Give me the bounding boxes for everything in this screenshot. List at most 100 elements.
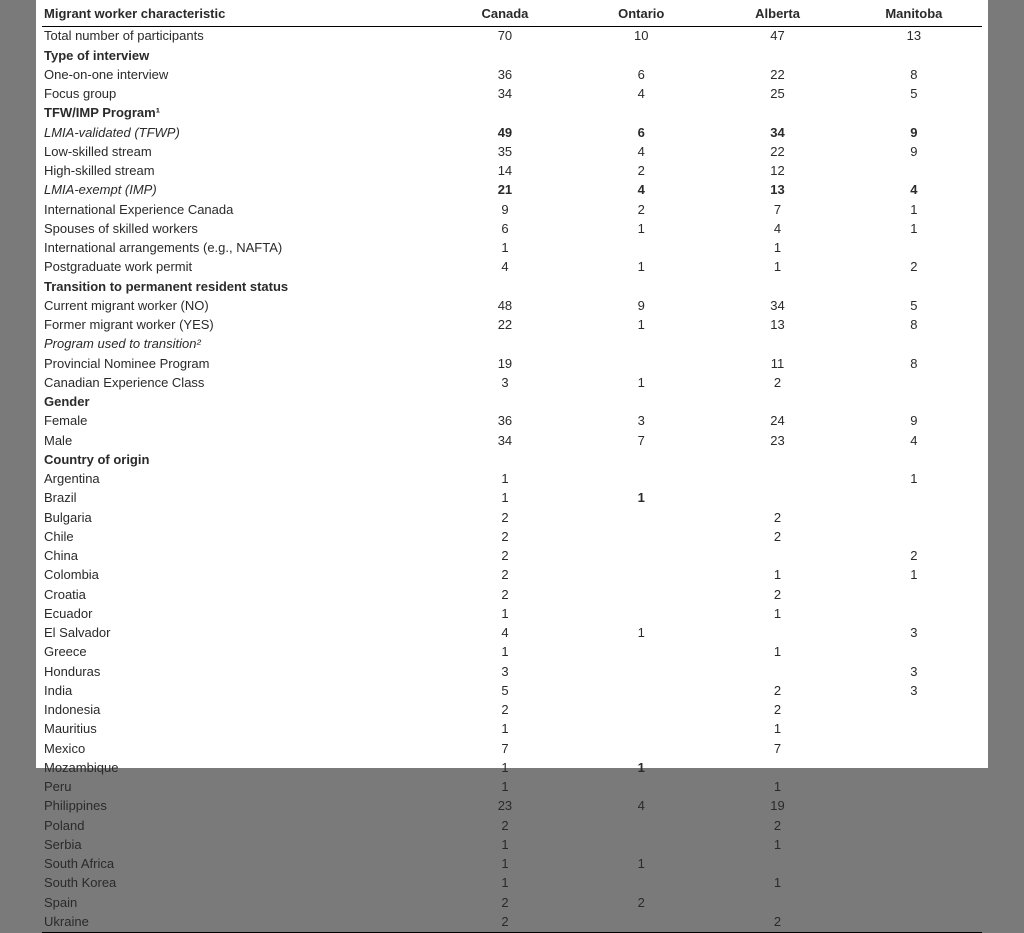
cell: 1 [709, 604, 845, 623]
cell: 1 [709, 258, 845, 277]
table-row: Postgraduate work permit4112 [42, 258, 982, 277]
cell [846, 835, 982, 854]
row-label: Type of interview [42, 46, 437, 65]
table-row: South Africa11 [42, 855, 982, 874]
cell [846, 604, 982, 623]
cell [846, 816, 982, 835]
cell: 24 [709, 412, 845, 431]
cell: 3 [573, 412, 709, 431]
table-row: High-skilled stream14212 [42, 162, 982, 181]
col-header-alberta: Alberta [709, 4, 845, 26]
cell [846, 46, 982, 65]
row-label: Ukraine [42, 912, 437, 932]
cell: 9 [846, 142, 982, 161]
cell [846, 373, 982, 392]
cell: 1 [573, 489, 709, 508]
cell [709, 662, 845, 681]
cell: 1 [437, 778, 573, 797]
cell: 2 [437, 527, 573, 546]
cell: 1 [709, 874, 845, 893]
col-header-manitoba: Manitoba [846, 4, 982, 26]
cell: 9 [846, 123, 982, 142]
cell [573, 643, 709, 662]
row-label: South Korea [42, 874, 437, 893]
cell: 2 [573, 200, 709, 219]
cell: 70 [437, 26, 573, 46]
row-label: Mexico [42, 739, 437, 758]
cell [709, 393, 845, 412]
row-label: Postgraduate work permit [42, 258, 437, 277]
cell [709, 450, 845, 469]
cell [573, 874, 709, 893]
row-label: International Experience Canada [42, 200, 437, 219]
cell: 1 [709, 835, 845, 854]
cell: 2 [709, 527, 845, 546]
table-row: Male347234 [42, 431, 982, 450]
row-label: Mauritius [42, 720, 437, 739]
cell: 4 [573, 142, 709, 161]
cell: 7 [709, 739, 845, 758]
cell: 34 [709, 296, 845, 315]
row-label: Current migrant worker (NO) [42, 296, 437, 315]
row-label: Program used to transition² [42, 335, 437, 354]
cell: 4 [573, 85, 709, 104]
cell [573, 450, 709, 469]
cell: 4 [437, 624, 573, 643]
cell: 22 [709, 142, 845, 161]
cell: 13 [709, 181, 845, 200]
cell: 13 [846, 26, 982, 46]
cell: 1 [437, 239, 573, 258]
cell: 1 [709, 566, 845, 585]
cell [846, 739, 982, 758]
cell: 2 [709, 508, 845, 527]
cell [573, 335, 709, 354]
row-label: Gender [42, 393, 437, 412]
row-label: Spain [42, 893, 437, 912]
table-row: Croatia22 [42, 585, 982, 604]
cell: 3 [846, 624, 982, 643]
cell: 7 [709, 200, 845, 219]
row-label: Indonesia [42, 701, 437, 720]
cell: 2 [437, 893, 573, 912]
table-row: LMIA-validated (TFWP)496349 [42, 123, 982, 142]
table-row: Mexico77 [42, 739, 982, 758]
cell [846, 893, 982, 912]
cell: 1 [709, 239, 845, 258]
cell: 1 [709, 778, 845, 797]
row-label: China [42, 547, 437, 566]
table-row: LMIA-exempt (IMP)214134 [42, 181, 982, 200]
cell [709, 46, 845, 65]
col-header-canada: Canada [437, 4, 573, 26]
header-row: Migrant worker characteristic Canada Ont… [42, 4, 982, 26]
row-label: Greece [42, 643, 437, 662]
cell: 34 [437, 431, 573, 450]
cell: 23 [437, 797, 573, 816]
row-label: LMIA-validated (TFWP) [42, 123, 437, 142]
cell: 1 [573, 624, 709, 643]
cell: 2 [709, 816, 845, 835]
row-label: South Africa [42, 855, 437, 874]
row-label: Brazil [42, 489, 437, 508]
cell: 5 [846, 85, 982, 104]
cell: 2 [437, 912, 573, 932]
cell [573, 778, 709, 797]
cell [709, 470, 845, 489]
cell [573, 239, 709, 258]
cell [573, 354, 709, 373]
cell [846, 701, 982, 720]
data-table: Migrant worker characteristic Canada Ont… [42, 4, 982, 933]
cell: 7 [573, 431, 709, 450]
cell: 1 [573, 258, 709, 277]
table-row: Low-skilled stream354229 [42, 142, 982, 161]
row-label: Canadian Experience Class [42, 373, 437, 392]
cell [709, 335, 845, 354]
cell [846, 585, 982, 604]
cell [573, 527, 709, 546]
cell [846, 277, 982, 296]
cell [437, 277, 573, 296]
row-label: Croatia [42, 585, 437, 604]
row-label: Ecuador [42, 604, 437, 623]
table-row: South Korea11 [42, 874, 982, 893]
table-row: Mauritius11 [42, 720, 982, 739]
table-head: Migrant worker characteristic Canada Ont… [42, 4, 982, 26]
